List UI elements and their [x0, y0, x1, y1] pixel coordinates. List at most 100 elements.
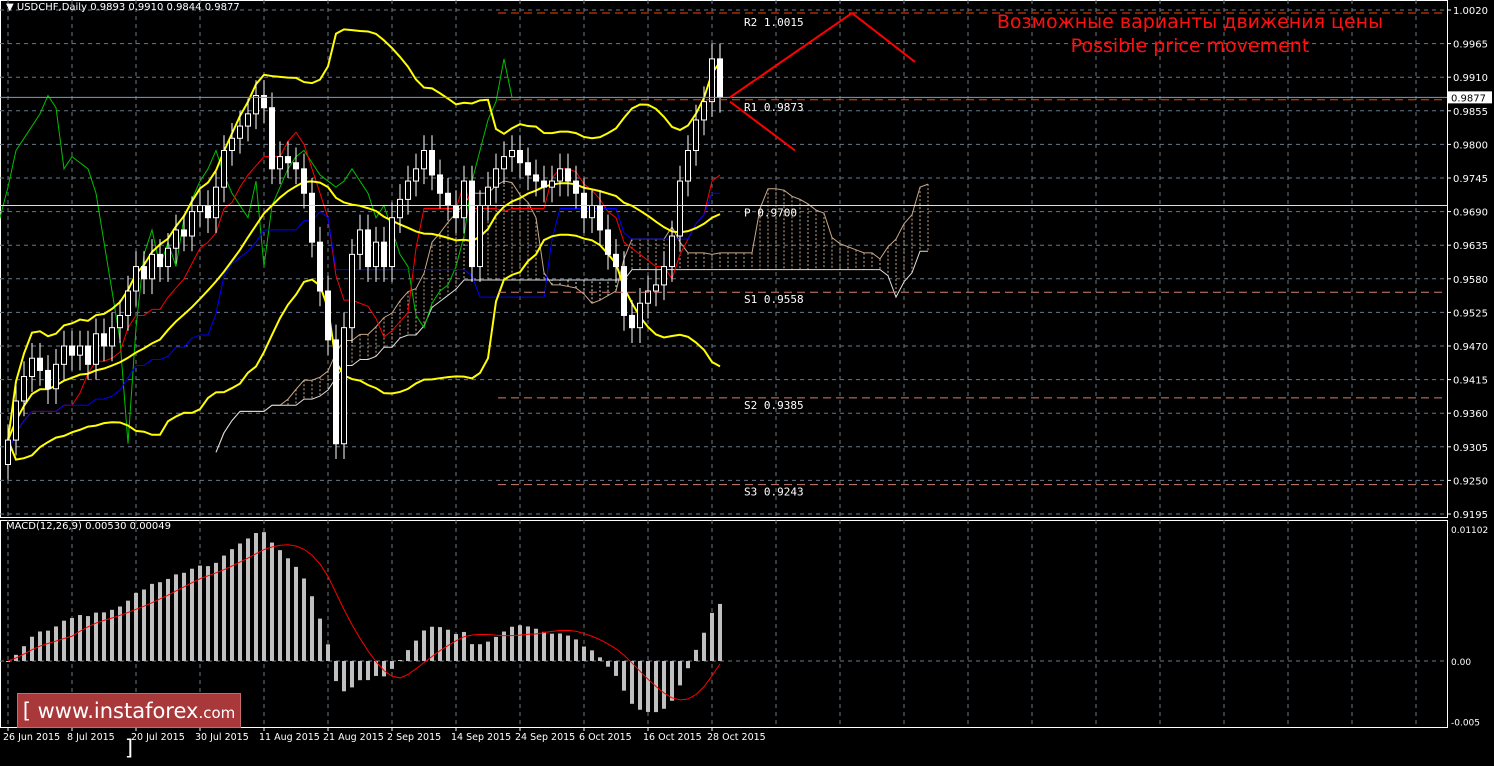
macd-bar — [326, 644, 330, 661]
x-tick-label: 6 Oct 2015 — [579, 732, 632, 743]
macd-bar — [334, 661, 338, 682]
candle — [293, 147, 299, 185]
x-tick-label: 24 Sep 2015 — [515, 732, 575, 743]
candle-body — [493, 168, 499, 188]
current-price-label: 0.9877 — [1451, 93, 1486, 104]
y-tick-label: 0.9305 — [1453, 443, 1488, 454]
candle-body — [253, 95, 259, 115]
candle-body — [181, 229, 187, 237]
senkou-span-a — [215, 180, 929, 453]
candle-body — [317, 241, 323, 292]
macd-bar — [182, 572, 186, 661]
candle-body — [29, 357, 35, 378]
candle-body — [685, 150, 691, 182]
candle — [373, 226, 379, 282]
macd-bar — [70, 618, 74, 661]
candle-body — [677, 180, 683, 237]
candle — [533, 159, 539, 197]
candle-body — [101, 333, 107, 347]
macd-bar — [62, 620, 66, 661]
tenkan-sen — [7, 131, 721, 453]
y-tick-label: 0.9470 — [1453, 342, 1488, 353]
candle — [285, 141, 291, 178]
candle — [157, 239, 163, 282]
macd-bar — [630, 661, 634, 704]
candle-body — [621, 266, 627, 316]
candle — [397, 184, 403, 233]
candle — [517, 135, 523, 178]
candle — [197, 190, 203, 227]
candle — [61, 330, 67, 380]
candle-body — [205, 204, 211, 219]
macd-y-tick-label: 0.00 — [1451, 658, 1471, 668]
candle-body — [637, 302, 643, 329]
candle — [45, 355, 51, 405]
candle-body — [109, 327, 115, 347]
candle — [53, 349, 59, 405]
macd-bar — [702, 632, 706, 661]
macd-bar — [686, 661, 690, 669]
macd-bar — [558, 633, 562, 661]
symbol-label: USDCHF,Daily — [16, 2, 87, 13]
candle-body — [429, 150, 435, 176]
macd-bar — [502, 631, 506, 661]
macd-bar — [422, 630, 426, 661]
macd-bar — [302, 578, 306, 661]
candle-body — [613, 253, 619, 268]
y-tick-label: 0.9965 — [1453, 40, 1488, 51]
candle — [341, 312, 347, 460]
instaforex-watermark: [ www.instaforex.com ] — [17, 693, 241, 760]
x-tick-label: 30 Jul 2015 — [195, 732, 249, 743]
candle-body — [365, 229, 371, 268]
candle-body — [77, 345, 83, 356]
macd-bar — [254, 533, 258, 661]
pivot-label-s2: S2 0.9385 — [744, 399, 804, 412]
candle-body — [165, 247, 171, 268]
macd-bar — [30, 636, 34, 661]
candle — [453, 190, 459, 233]
candle — [301, 153, 307, 209]
candle-body — [213, 186, 219, 219]
candle — [629, 300, 635, 343]
candle — [213, 171, 219, 233]
candle-body — [461, 180, 467, 219]
candle-body — [701, 101, 707, 121]
candle — [205, 190, 211, 233]
candle — [141, 251, 147, 295]
candle — [29, 342, 35, 392]
macd-bar — [342, 661, 346, 692]
candle — [525, 147, 531, 191]
candle-body — [45, 369, 51, 390]
macd-bar — [670, 661, 674, 701]
candle — [477, 190, 483, 282]
candle-body — [453, 204, 459, 219]
candle-body — [517, 150, 523, 164]
y-tick-label: 0.9580 — [1453, 275, 1488, 286]
candle-body — [117, 314, 123, 329]
dropdown-triangle-icon[interactable]: ▼ — [6, 2, 14, 13]
candle — [565, 153, 571, 197]
candle — [357, 214, 363, 270]
candle-body — [293, 162, 299, 170]
x-tick-label: 14 Sep 2015 — [451, 732, 511, 743]
macd-bar — [518, 625, 522, 661]
candle-body — [285, 156, 291, 164]
candles — [5, 43, 723, 480]
candle — [21, 361, 27, 417]
watermark-bracket: ] — [124, 736, 134, 760]
price-panel-frame — [0, 0, 1448, 518]
macd-bar — [174, 574, 178, 661]
candle — [701, 86, 707, 136]
candle-body — [661, 266, 667, 286]
candle — [485, 171, 491, 221]
forecast-down-path — [729, 100, 796, 152]
price-chart[interactable]: 1.0020 0.9965 0.9910 0.9855 0.9800 0.9745 0.96… — [0, 0, 1494, 744]
candle — [37, 342, 43, 386]
y-tick-label: 0.9690 — [1453, 208, 1488, 219]
annotation: Возможные варианты движения цены Possibl… — [985, 10, 1395, 58]
macd-bar — [382, 661, 386, 677]
candle-body — [21, 376, 27, 402]
macd-bar — [406, 650, 410, 661]
candle-body — [261, 95, 267, 109]
candle — [493, 153, 499, 203]
